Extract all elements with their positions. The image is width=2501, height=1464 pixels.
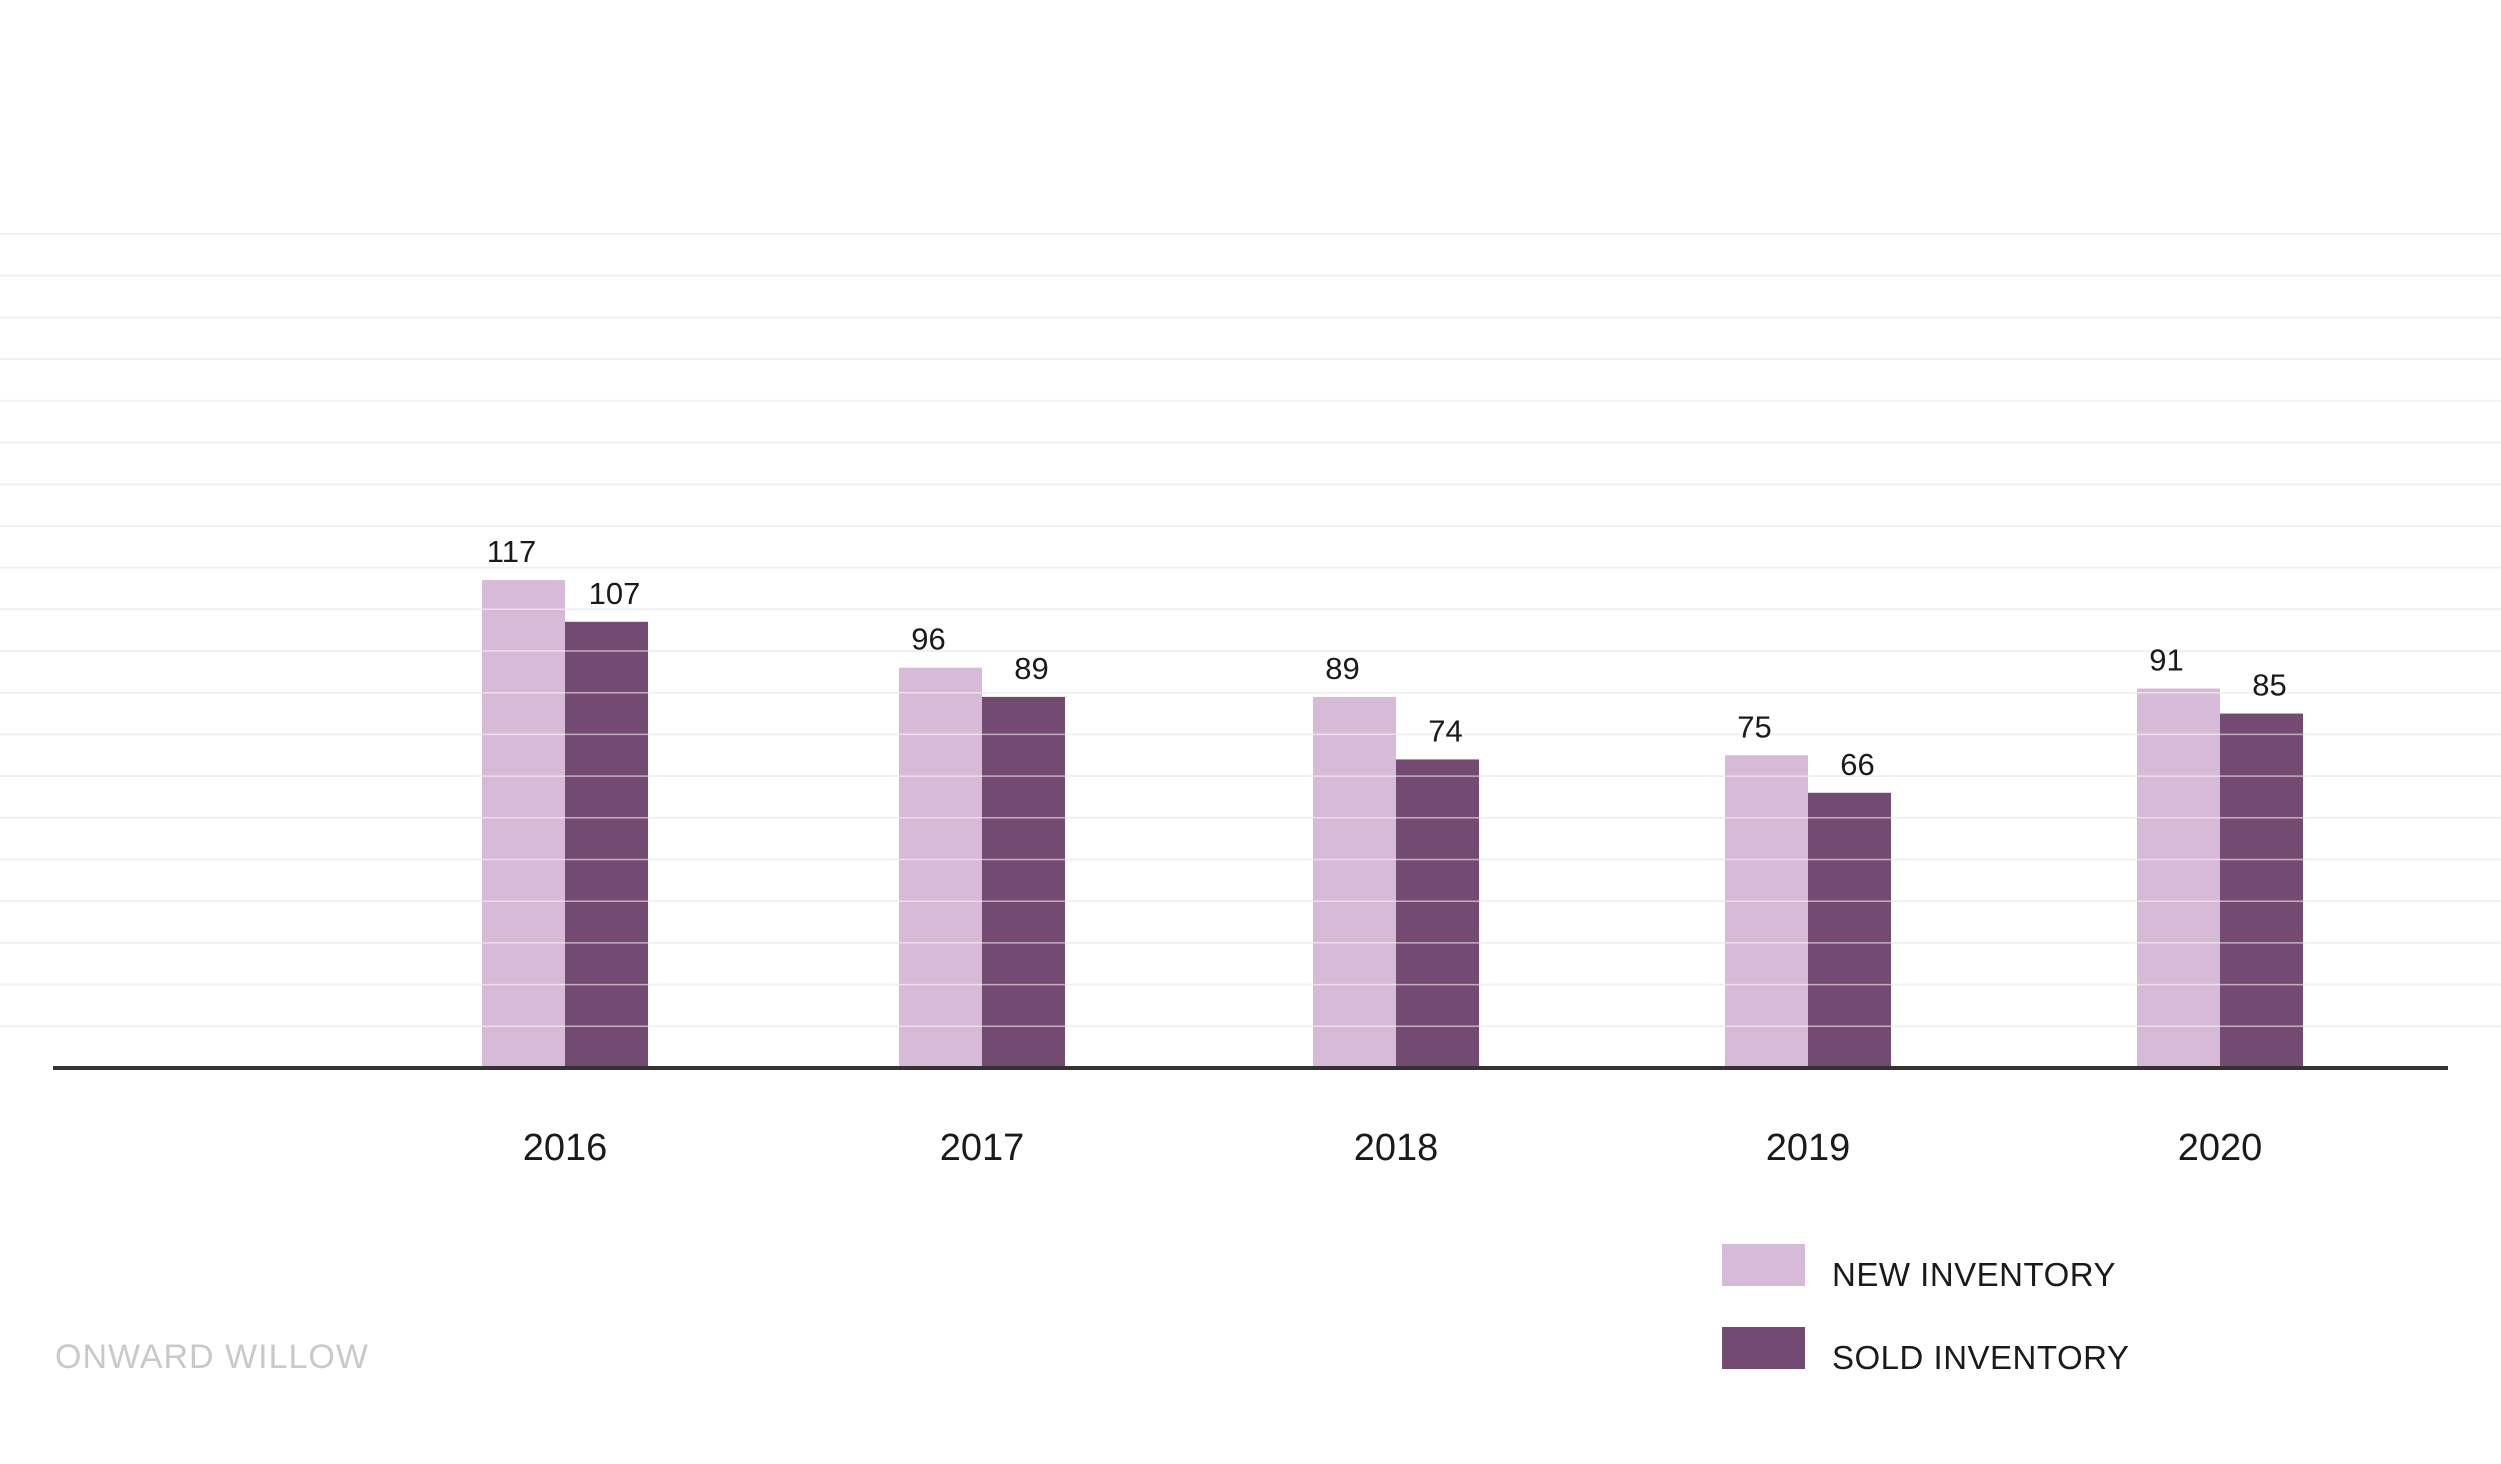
legend-label-new-inventory: NEW INVENTORY bbox=[1832, 1256, 2116, 1293]
bar-sold-inventory-2017 bbox=[982, 696, 1065, 1068]
bar-separators bbox=[482, 608, 2303, 1028]
x-tick-label-2016: 2016 bbox=[523, 1127, 608, 1169]
data-label-new-inventory-2016: 117 bbox=[487, 534, 536, 569]
watermark-text: ONWARD WILLOW bbox=[55, 1338, 369, 1376]
bar-new-inventory-2018 bbox=[1313, 696, 1396, 1068]
x-tick-label-2020: 2020 bbox=[2178, 1127, 2263, 1169]
x-tick-label-2017: 2017 bbox=[940, 1127, 1025, 1169]
gridlines bbox=[0, 233, 2501, 1028]
data-label-sold-inventory-2018: 74 bbox=[1428, 713, 1462, 748]
legend-swatch-sold-inventory bbox=[1722, 1327, 1805, 1369]
bar-sold-inventory-2019 bbox=[1808, 792, 1891, 1068]
bars bbox=[482, 580, 2303, 1068]
bar-new-inventory-2019 bbox=[1725, 755, 1808, 1068]
x-tick-label-2018: 2018 bbox=[1354, 1127, 1439, 1169]
legend: NEW INVENTORY SOLD INVENTORY bbox=[1722, 1244, 2129, 1376]
legend-swatch-new-inventory bbox=[1722, 1244, 1805, 1286]
data-label-sold-inventory-2017: 89 bbox=[1014, 651, 1048, 686]
bar-new-inventory-2017 bbox=[899, 667, 982, 1068]
data-label-sold-inventory-2016: 107 bbox=[589, 576, 641, 611]
bar-sold-inventory-2016 bbox=[565, 621, 648, 1068]
data-label-new-inventory-2020: 91 bbox=[2149, 643, 2183, 678]
data-label-new-inventory-2017: 96 bbox=[911, 622, 945, 657]
bar-sold-inventory-2018 bbox=[1396, 759, 1479, 1068]
x-tick-labels: 2016 2017 2018 2019 2020 bbox=[523, 1127, 2263, 1169]
data-label-new-inventory-2019: 75 bbox=[1737, 709, 1771, 744]
bar-new-inventory-2020 bbox=[2137, 688, 2220, 1068]
data-labels: 117 107 96 89 89 74 75 66 91 85 bbox=[487, 534, 2287, 782]
data-label-new-inventory-2018: 89 bbox=[1325, 651, 1359, 686]
x-tick-label-2019: 2019 bbox=[1766, 1127, 1851, 1169]
bar-sold-inventory-2020 bbox=[2220, 713, 2303, 1068]
data-label-sold-inventory-2019: 66 bbox=[1840, 747, 1874, 782]
legend-label-sold-inventory: SOLD INVENTORY bbox=[1832, 1339, 2129, 1376]
bar-new-inventory-2016 bbox=[482, 580, 565, 1068]
data-label-sold-inventory-2020: 85 bbox=[2252, 668, 2286, 703]
